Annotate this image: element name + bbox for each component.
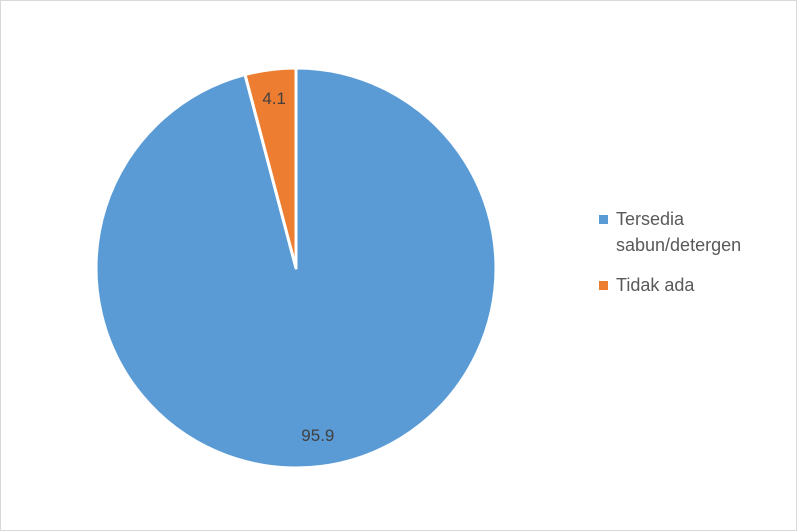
legend-item: Tersedia sabun/detergen [599,206,789,258]
legend-swatch [599,215,608,224]
legend-label: Tidak ada [616,275,695,295]
pie-slice [243,66,298,270]
legend-swatch [599,281,608,290]
legend-label: Tersedia sabun/detergen [616,209,742,255]
data-label: 4.1 [262,89,286,108]
legend-item: Tidak ada [599,272,789,298]
data-label: 95.9 [301,426,334,445]
legend: Tersedia sabun/detergen Tidak ada [599,206,789,312]
